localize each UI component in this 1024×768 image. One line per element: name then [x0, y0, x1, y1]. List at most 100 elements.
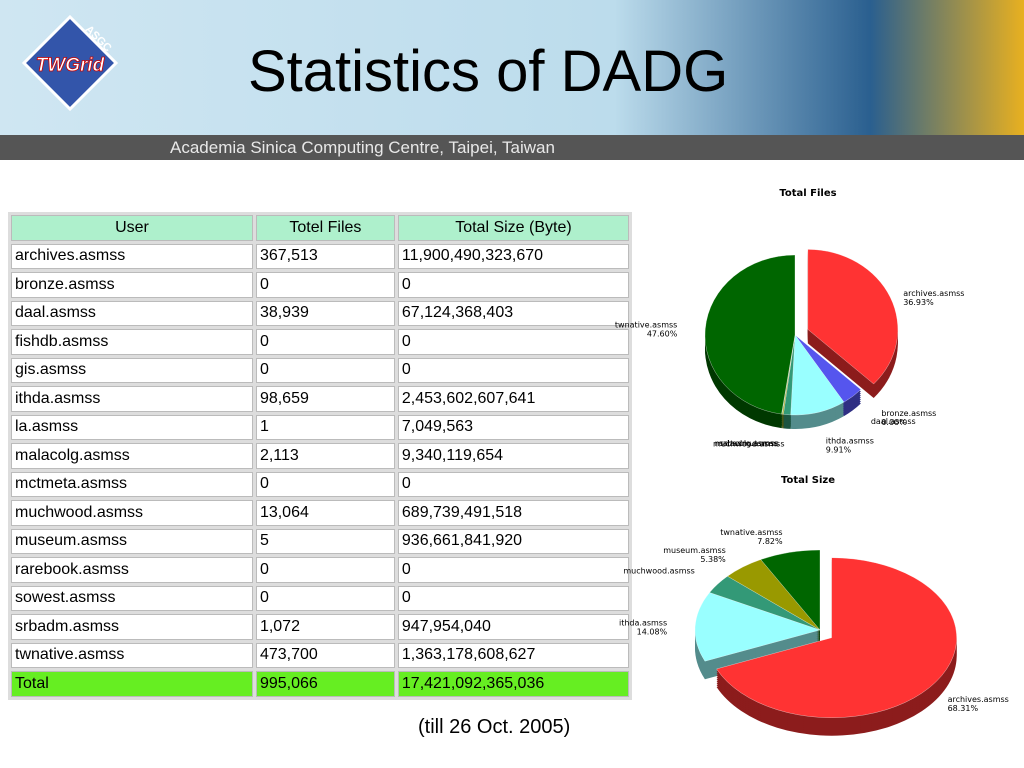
slice: [807, 249, 898, 385]
table-cell: 0: [397, 585, 629, 611]
slice: [760, 549, 821, 631]
table-cell: daal.asmss: [11, 300, 253, 326]
table-row: gis.asmss 0 0: [11, 357, 629, 383]
table-cell: 367,513: [255, 243, 395, 269]
chart-title: Total Size: [781, 475, 835, 486]
table-row: srbadm.asmss 1,072 947,954,040: [11, 614, 629, 640]
table-row: ithda.asmss 98,659 2,453,602,607,641: [11, 386, 629, 412]
table-row: twnative.asmss 473,700 1,363,178,608,627: [11, 642, 629, 668]
table-cell: bronze.asmss: [11, 272, 253, 298]
table-cell: 0: [255, 585, 395, 611]
slice-label: archives.asmss: [948, 695, 1009, 704]
slice-label: malacolg.asmss: [715, 439, 779, 448]
table-row: muchwood.asmss 13,064 689,739,491,518: [11, 500, 629, 526]
table-cell: rarebook.asmss: [11, 557, 253, 583]
table-cell: 0: [397, 471, 629, 497]
table-cell: muchwood.asmss: [11, 500, 253, 526]
slice: [716, 557, 957, 718]
slice-value-label: 36.93%: [903, 298, 934, 307]
table-cell: 9,340,119,654: [397, 443, 629, 469]
table-cell: ithda.asmss: [11, 386, 253, 412]
slice-value-label: 9.91%: [826, 446, 852, 455]
slice-label: twnative.asmss: [615, 321, 677, 330]
slice-value-label: 14.08%: [637, 628, 668, 637]
table-cell: 13,064: [255, 500, 395, 526]
table-cell: Totel Files: [255, 215, 395, 241]
table-cell: gis.asmss: [11, 357, 253, 383]
table-row: daal.asmss 38,939 67,124,368,403: [11, 300, 629, 326]
logo: TWGrid ASGC: [22, 15, 118, 111]
subtitle: Academia Sinica Computing Centre, Taipei…: [170, 138, 555, 157]
subtitle-band: Academia Sinica Computing Centre, Taipei…: [0, 135, 1024, 160]
table-cell: 1,363,178,608,627: [397, 642, 629, 668]
slide-title: Statistics of DADG: [248, 39, 729, 104]
table-cell: 0: [255, 557, 395, 583]
table-cell: 11,900,490,323,670: [397, 243, 629, 269]
table-cell: 5: [255, 528, 395, 554]
table-row: bronze.asmss 0 0: [11, 272, 629, 298]
slice-label: twnative.asmss: [720, 528, 782, 537]
slice-label: muchwood.asmss: [623, 567, 694, 576]
table-cell: mctmeta.asmss: [11, 471, 253, 497]
table-cell: malacolg.asmss: [11, 443, 253, 469]
table-cell: 995,066: [255, 671, 395, 697]
table-cell: sowest.asmss: [11, 585, 253, 611]
table-cell: 947,954,040: [397, 614, 629, 640]
slice-label: ithda.asmss: [619, 619, 667, 628]
table-cell: 17,421,092,365,036: [397, 671, 629, 697]
table-cell: 0: [397, 329, 629, 355]
slice-label: ithda.asmss: [826, 437, 874, 446]
table-cell: twnative.asmss: [11, 642, 253, 668]
table-cell: 1,072: [255, 614, 395, 640]
slice-label: archives.asmss: [903, 289, 964, 298]
slice-value-label: 0.00%: [881, 418, 907, 427]
table-row: sowest.asmss 0 0: [11, 585, 629, 611]
table-cell: 0: [397, 357, 629, 383]
table-cell: 936,661,841,920: [397, 528, 629, 554]
note: (till 26 Oct. 2005): [418, 716, 571, 738]
table-cell: fishdb.asmss: [11, 329, 253, 355]
slice-label: srbadm.asmss: [720, 439, 778, 448]
table-cell: archives.asmss: [11, 243, 253, 269]
table-cell: 0: [397, 557, 629, 583]
table-cell: 2,113: [255, 443, 395, 469]
table-cell: 1: [255, 414, 395, 440]
table-cell: Total: [11, 671, 253, 697]
slice: [694, 592, 821, 662]
table-cell: 2,453,602,607,641: [397, 386, 629, 412]
table-cell: 473,700: [255, 642, 395, 668]
logo-text: TWGrid: [36, 55, 105, 76]
table-cell: srbadm.asmss: [11, 614, 253, 640]
slice-label: bronze.asmss: [881, 409, 936, 418]
table-row: Total 995,066 17,421,092,365,036: [11, 671, 629, 697]
slice-value-label: 47.60%: [647, 330, 678, 339]
table-cell: 38,939: [255, 300, 395, 326]
table-cell: 67,124,368,403: [397, 300, 629, 326]
table-row: fishdb.asmss 0 0: [11, 329, 629, 355]
slice-label: museum.asmss: [663, 546, 726, 555]
banner: [0, 0, 1024, 135]
slice-label: muchwood.asmss: [713, 440, 784, 449]
table-wrap: User Totel Files Total Size (Byte) archives…: [8, 212, 632, 700]
table-cell: 0: [255, 272, 395, 298]
slice-value-label: 7.82%: [757, 537, 783, 546]
slice-value-label: 5.38%: [700, 555, 726, 564]
table-cell: 0: [397, 272, 629, 298]
table-cell: museum.asmss: [11, 528, 253, 554]
table-row: museum.asmss 5 936,661,841,920: [11, 528, 629, 554]
table-row: rarebook.asmss 0 0: [11, 557, 629, 583]
table-row: User Totel Files Total Size (Byte): [11, 215, 629, 241]
chart-title: Total Files: [779, 188, 836, 199]
table: User Totel Files Total Size (Byte) archives…: [8, 212, 632, 700]
table-row: mctmeta.asmss 0 0: [11, 471, 629, 497]
table-row: la.asmss 1 7,049,563: [11, 414, 629, 440]
table-cell: la.asmss: [11, 414, 253, 440]
table-cell: 0: [255, 471, 395, 497]
slice-label: daal.asmss: [871, 417, 916, 426]
table-row: malacolg.asmss 2,113 9,340,119,654: [11, 443, 629, 469]
table-cell: 98,659: [255, 386, 395, 412]
table-cell: 0: [255, 329, 395, 355]
table-row: archives.asmss 367,513 11,900,490,323,670: [11, 243, 629, 269]
